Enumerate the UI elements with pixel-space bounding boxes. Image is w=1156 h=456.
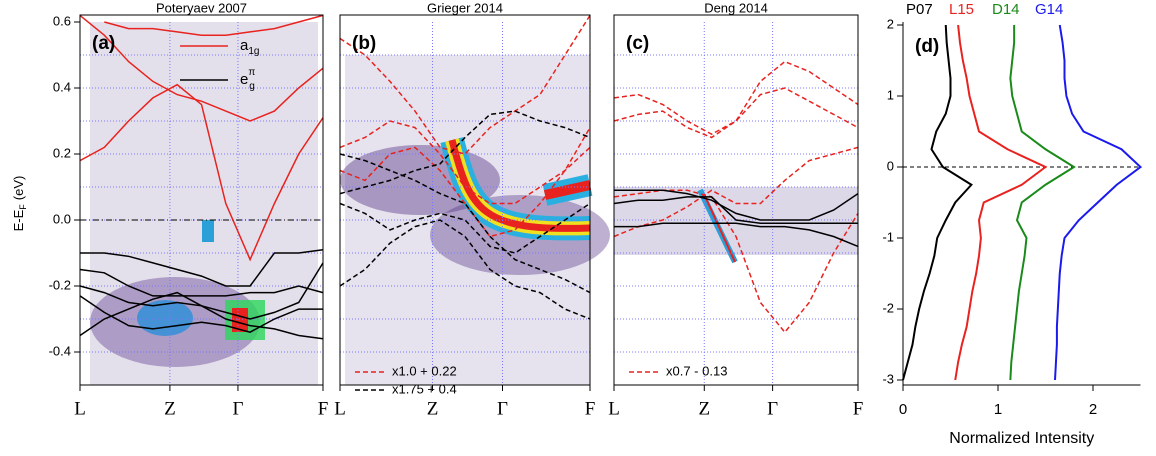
band-line bbox=[613, 196, 858, 225]
panel-title: Deng 2014 bbox=[704, 0, 768, 15]
legend-sup: π bbox=[248, 67, 255, 78]
y-axis-label-sub: F bbox=[18, 204, 28, 210]
band-line bbox=[79, 291, 324, 340]
band-line bbox=[339, 127, 591, 238]
x-tick-label: L bbox=[608, 398, 620, 419]
band-line bbox=[79, 83, 324, 262]
x-tick-label: F bbox=[318, 398, 329, 419]
legend-label: x1.0 + 0.22 bbox=[392, 363, 457, 378]
heatmap-a bbox=[90, 22, 318, 385]
y-tick-label: 1 bbox=[887, 87, 894, 102]
intensity-curve bbox=[1009, 25, 1076, 381]
plot-frame bbox=[339, 14, 591, 386]
panel-label: (c) bbox=[626, 33, 649, 54]
x-tick-label: Z bbox=[164, 398, 176, 419]
band-line bbox=[79, 14, 324, 122]
band-line bbox=[613, 87, 859, 139]
x-tick-label: Z bbox=[427, 398, 439, 419]
x-tick-label: Z bbox=[698, 398, 710, 419]
y-tick-label: 2 bbox=[887, 16, 894, 31]
legend-label: L15 bbox=[949, 1, 974, 18]
x-tick-label: 2 bbox=[1089, 401, 1097, 418]
x-axis-label: Normalized Intensity bbox=[949, 430, 1094, 447]
y-tick-label: 0.2 bbox=[53, 145, 71, 160]
legend-name: e bbox=[240, 71, 248, 88]
y-tick-label: -3 bbox=[882, 371, 894, 386]
heatmap-c bbox=[614, 187, 858, 264]
x-tick-label: Γ bbox=[497, 398, 508, 419]
intensity-curve bbox=[902, 24, 973, 381]
band-line bbox=[79, 295, 323, 334]
legend-label: x0.7 - 0.13 bbox=[666, 363, 727, 378]
plot-frame bbox=[613, 14, 859, 386]
panel-title: Poteryaev 2007 bbox=[156, 0, 247, 15]
x-tick-label: Γ bbox=[232, 398, 243, 419]
band-line bbox=[613, 189, 859, 334]
y-tick-label: -1 bbox=[882, 229, 894, 244]
plot-frame bbox=[79, 14, 324, 386]
panel-label: (b) bbox=[352, 33, 376, 54]
y-tick-label: -0.4 bbox=[49, 343, 71, 358]
x-tick-label: 0 bbox=[899, 401, 907, 418]
band-line bbox=[339, 153, 591, 294]
x-tick-label: L bbox=[334, 398, 346, 419]
legend-label: x1.75 + 0.4 bbox=[392, 381, 457, 396]
legend-label: eπ g bbox=[240, 67, 255, 92]
band-line bbox=[339, 219, 591, 320]
y-axis-label-text: E-E bbox=[11, 209, 26, 231]
y-tick-label: 0 bbox=[887, 158, 894, 173]
x-tick-label: L bbox=[74, 398, 86, 419]
legend-label: a1g bbox=[240, 37, 259, 57]
legend-sub: 1g bbox=[248, 46, 259, 57]
panel-title: Grieger 2014 bbox=[427, 0, 503, 15]
panel-label: (d) bbox=[915, 36, 939, 57]
legend-label: D14 bbox=[992, 1, 1020, 18]
band-line bbox=[339, 110, 591, 195]
legend-name: a bbox=[240, 37, 249, 54]
heatmap-b bbox=[340, 55, 610, 385]
y-tick-label: 0.0 bbox=[53, 211, 71, 226]
x-tick-label: 1 bbox=[994, 401, 1002, 418]
band-line bbox=[614, 222, 859, 248]
y-tick-label: -0.2 bbox=[49, 277, 71, 292]
y-tick-label: 0.6 bbox=[53, 13, 71, 28]
band-line bbox=[339, 120, 591, 205]
x-tick-label: F bbox=[585, 398, 596, 419]
band-line bbox=[80, 248, 324, 287]
y-axis-label: E-EF (eV) bbox=[11, 176, 28, 232]
band-line bbox=[613, 60, 859, 136]
legend-label: P07 bbox=[906, 1, 933, 18]
y-axis-label-unit: (eV) bbox=[11, 176, 26, 201]
intensity-curve bbox=[954, 24, 1048, 381]
band-line bbox=[79, 268, 324, 297]
legend-sub: g bbox=[249, 81, 255, 92]
band-line bbox=[614, 189, 859, 221]
band-line bbox=[613, 146, 859, 238]
y-tick-label: 0.4 bbox=[53, 79, 71, 94]
band-line bbox=[104, 14, 324, 36]
legend-label: G14 bbox=[1035, 1, 1063, 18]
x-tick-label: Γ bbox=[767, 398, 778, 419]
panel-label: (a) bbox=[92, 33, 115, 54]
x-tick-label: F bbox=[853, 398, 864, 419]
y-tick-label: -2 bbox=[882, 300, 894, 315]
intensity-curve bbox=[1054, 24, 1143, 381]
